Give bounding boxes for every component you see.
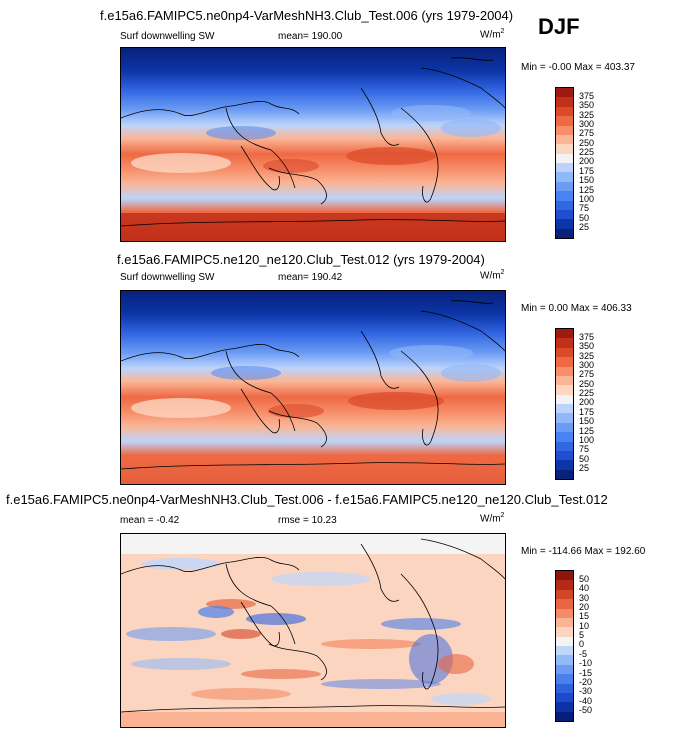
panel2-variable: Surf downwelling SW [120, 272, 215, 283]
panel1-tick-350: 350 [579, 100, 595, 110]
panel3-tick-5: 5 [579, 630, 585, 640]
panel3-tick-neg40: -40 [579, 696, 593, 706]
panel1-tick-200: 200 [579, 156, 595, 166]
panel2-tick-50: 50 [579, 454, 590, 464]
panel1-title: f.e15a6.FAMIPC5.ne0np4-VarMeshNH3.Club_T… [100, 8, 514, 23]
panel3-tick-0: 0 [579, 639, 585, 649]
panel2-title: f.e15a6.FAMIPC5.ne120_ne120.Club_Test.01… [117, 252, 485, 267]
panel3-tick-10: 10 [579, 621, 590, 631]
panel2-tick-350: 350 [579, 341, 595, 351]
panel2-tick-125: 125 [579, 426, 595, 436]
panel1-tick-175: 175 [579, 166, 595, 176]
panel1-tick-250: 250 [579, 138, 595, 148]
panel1-minmax: Min = -0.00 Max = 403.37 [521, 62, 635, 73]
panel1-tick-275: 275 [579, 128, 595, 138]
panel3-colorbar [555, 570, 574, 722]
panel3-tick-50: 50 [579, 574, 590, 584]
panel3-title: f.e15a6.FAMIPC5.ne0np4-VarMeshNH3.Club_T… [6, 492, 608, 507]
panel1-tick-150: 150 [579, 175, 595, 185]
panel3-map [120, 533, 506, 728]
panel1-tick-125: 125 [579, 185, 595, 195]
panel1-tick-325: 325 [579, 110, 595, 120]
panel2-tick-100: 100 [579, 435, 595, 445]
panel1-coastlines [121, 57, 505, 227]
panel2-field-features [121, 345, 505, 484]
panel1-units: W/m2 [480, 28, 505, 41]
panel3-mean: mean = -0.42 [120, 515, 180, 526]
panel3-tick-neg30: -30 [579, 686, 593, 696]
panel3-tick-neg5: -5 [579, 649, 588, 659]
panel2-colorbar [555, 328, 574, 480]
panel2-mean: mean= 190.42 [278, 272, 343, 283]
panel2-tick-275: 275 [579, 369, 595, 379]
panel3-tick-neg10: -10 [579, 658, 593, 668]
panel1-mean: mean= 190.00 [278, 31, 343, 42]
panel1-tick-300: 300 [579, 119, 595, 129]
panel3-tick-30: 30 [579, 593, 590, 603]
panel1-tick-100: 100 [579, 194, 595, 204]
panel2-tick-250: 250 [579, 379, 595, 389]
panel3-tick-15: 15 [579, 611, 590, 621]
panel2-tick-225: 225 [579, 388, 595, 398]
panel1-colorbar [555, 87, 574, 239]
panel2-units: W/m2 [480, 269, 505, 282]
panel2-tick-25: 25 [579, 463, 590, 473]
panel1-tick-25: 25 [579, 222, 590, 232]
panel2-map [120, 290, 506, 485]
panel3-tick-20: 20 [579, 602, 590, 612]
panel2-minmax: Min = 0.00 Max = 406.33 [521, 303, 632, 314]
panel3-field-features [121, 534, 505, 727]
panel3-rmse: rmse = 10.23 [278, 515, 337, 526]
panel3-tick-neg15: -15 [579, 668, 593, 678]
panel1-tick-225: 225 [579, 147, 595, 157]
season-label: DJF [538, 14, 580, 39]
panel2-tick-300: 300 [579, 360, 595, 370]
panel1-tick-75: 75 [579, 203, 590, 213]
panel3-tick-40: 40 [579, 583, 590, 593]
panel2-tick-150: 150 [579, 416, 595, 426]
panel1-tick-50: 50 [579, 213, 590, 223]
panel2-coastlines [121, 300, 505, 470]
panel2-tick-325: 325 [579, 351, 595, 361]
panel2-tick-75: 75 [579, 444, 590, 454]
panel3-coastlines [121, 538, 505, 713]
panel1-map [120, 47, 506, 242]
panel1-variable: Surf downwelling SW [120, 31, 215, 42]
panel2-tick-175: 175 [579, 407, 595, 417]
panel2-tick-200: 200 [579, 397, 595, 407]
panel3-units: W/m2 [480, 512, 505, 525]
panel3-tick-neg20: -20 [579, 677, 593, 687]
panel3-tick-neg50: -50 [579, 705, 593, 715]
panel1-field-features [121, 105, 505, 241]
panel3-minmax: Min = -114.66 Max = 192.60 [521, 546, 646, 557]
panel2-tick-375: 375 [579, 332, 595, 342]
panel1-tick-375: 375 [579, 91, 595, 101]
